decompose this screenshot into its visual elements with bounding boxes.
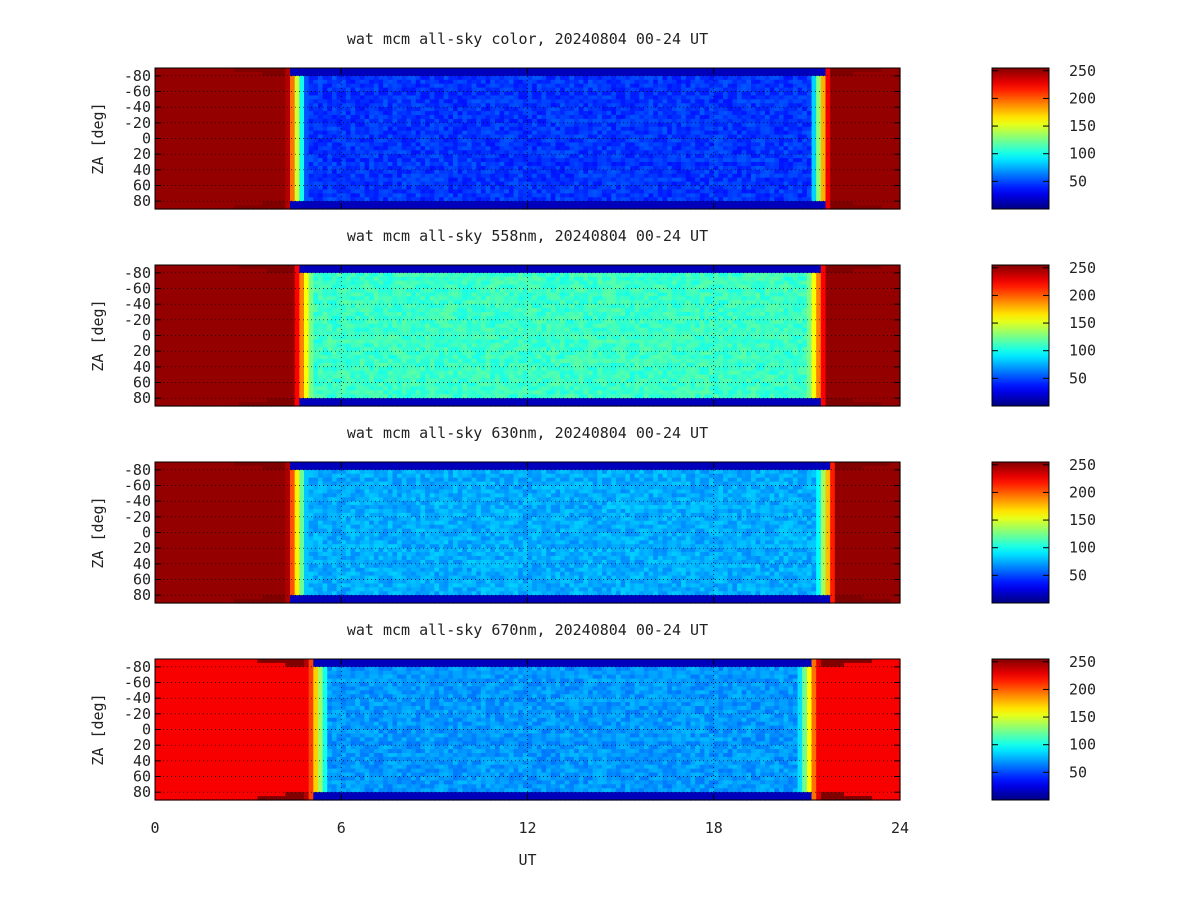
colorbar-tick-label: 100 [1069, 736, 1096, 754]
y-axis-label: ZA [deg] [89, 496, 107, 568]
colorbar-tick-label: 150 [1069, 314, 1096, 332]
colorbar: 250 200 150 100 50 [991, 259, 1096, 407]
x-tick-label: 24 [891, 819, 909, 837]
colorbar-tick-label: 100 [1069, 145, 1096, 163]
y-tick-label: -40 [124, 295, 151, 313]
keogram-panel-4: wat mcm all-sky 670nm, 20240804 00-24 UT… [89, 621, 1096, 869]
y-axis-label: ZA [deg] [89, 693, 107, 765]
y-tick-label: -80 [124, 658, 151, 676]
x-axis-label: UT [518, 851, 536, 869]
y-tick-label: 40 [133, 752, 151, 770]
heatmap-image [155, 68, 901, 210]
colorbar-tick-label: 50 [1069, 369, 1087, 387]
colorbar: 250 200 150 100 50 [991, 653, 1096, 801]
y-tick-label: 60 [133, 571, 151, 589]
colorbar-tick-label: 200 [1069, 483, 1096, 501]
y-tick-label: -40 [124, 492, 151, 510]
colorbar-tick-label: 50 [1069, 566, 1087, 584]
y-axis-label: ZA [deg] [89, 102, 107, 174]
x-tick-label: 0 [150, 819, 159, 837]
y-tick-label: 0 [142, 130, 151, 148]
colorbar-gradient [991, 67, 1050, 210]
y-tick-label: -80 [124, 264, 151, 282]
x-tick-label: 18 [705, 819, 723, 837]
colorbar-tick-label: 150 [1069, 117, 1096, 135]
colorbar-gradient [991, 264, 1050, 407]
y-tick-label: 60 [133, 374, 151, 392]
colorbar-tick-label: 200 [1069, 286, 1096, 304]
colorbar-tick-label: 250 [1069, 456, 1096, 474]
heatmap-image [155, 659, 901, 801]
y-tick-label: 20 [133, 342, 151, 360]
panel-title: wat mcm all-sky 558nm, 20240804 00-24 UT [347, 227, 708, 245]
panel-title: wat mcm all-sky 630nm, 20240804 00-24 UT [347, 424, 708, 442]
colorbar-tick-label: 150 [1069, 708, 1096, 726]
colorbar-tick-label: 250 [1069, 259, 1096, 277]
y-tick-label: 20 [133, 539, 151, 557]
x-tick-label: 6 [337, 819, 346, 837]
y-tick-label: -40 [124, 689, 151, 707]
y-tick-label: -60 [124, 280, 151, 298]
keogram-panel-2: wat mcm all-sky 558nm, 20240804 00-24 UT… [89, 227, 1096, 407]
y-tick-label: 0 [142, 327, 151, 345]
colorbar-gradient [991, 658, 1050, 801]
y-tick-label: 60 [133, 768, 151, 786]
y-tick-label: 80 [133, 586, 151, 604]
y-tick-label: 40 [133, 358, 151, 376]
keogram-panel-3: wat mcm all-sky 630nm, 20240804 00-24 UT… [89, 424, 1096, 604]
y-tick-label: -80 [124, 67, 151, 85]
y-tick-label: 0 [142, 721, 151, 739]
heatmap-image [155, 265, 901, 407]
y-tick-label: -20 [124, 705, 151, 723]
y-tick-label: 60 [133, 177, 151, 195]
y-tick-label: -60 [124, 477, 151, 495]
keogram-panel-1: wat mcm all-sky color, 20240804 00-24 UT… [89, 30, 1096, 210]
colorbar-tick-label: 250 [1069, 653, 1096, 671]
y-tick-label: 20 [133, 145, 151, 163]
colorbar-gradient [991, 461, 1050, 604]
colorbar-tick-label: 150 [1069, 511, 1096, 529]
y-tick-label: 0 [142, 524, 151, 542]
y-tick-label: 40 [133, 161, 151, 179]
y-tick-label: -20 [124, 114, 151, 132]
y-tick-label: -20 [124, 311, 151, 329]
colorbar-tick-label: 50 [1069, 172, 1087, 190]
x-tick-label: 12 [518, 819, 536, 837]
colorbar-tick-label: 250 [1069, 62, 1096, 80]
y-tick-label: -80 [124, 461, 151, 479]
y-tick-label: 40 [133, 555, 151, 573]
y-tick-label: -60 [124, 674, 151, 692]
y-tick-label: -40 [124, 98, 151, 116]
colorbar: 250 200 150 100 50 [991, 456, 1096, 604]
colorbar-tick-label: 100 [1069, 342, 1096, 360]
y-tick-label: 80 [133, 389, 151, 407]
panel-title: wat mcm all-sky 670nm, 20240804 00-24 UT [347, 621, 708, 639]
colorbar: 250 200 150 100 50 [991, 62, 1096, 210]
y-tick-label: 20 [133, 736, 151, 754]
y-tick-label: -60 [124, 83, 151, 101]
colorbar-tick-label: 100 [1069, 539, 1096, 557]
y-tick-label: -20 [124, 508, 151, 526]
y-axis-label: ZA [deg] [89, 299, 107, 371]
colorbar-tick-label: 200 [1069, 680, 1096, 698]
panel-title: wat mcm all-sky color, 20240804 00-24 UT [347, 30, 708, 48]
heatmap-image [155, 462, 901, 604]
colorbar-tick-label: 200 [1069, 89, 1096, 107]
y-tick-label: 80 [133, 192, 151, 210]
colorbar-tick-label: 50 [1069, 763, 1087, 781]
y-tick-label: 80 [133, 783, 151, 801]
